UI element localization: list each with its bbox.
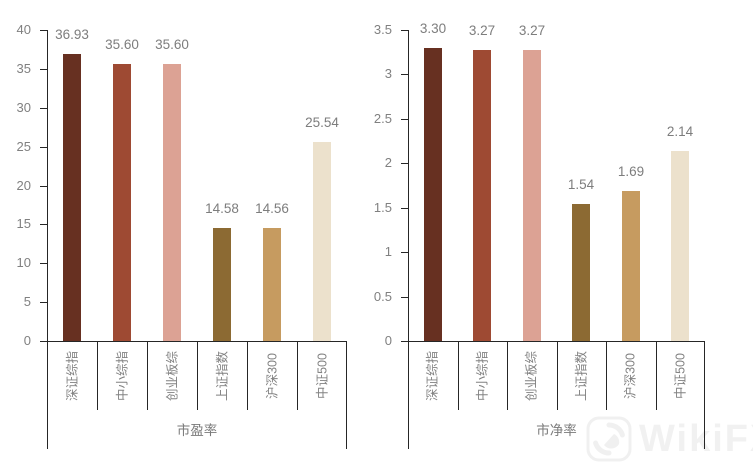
y-tick [40, 302, 47, 303]
bar-中小综指 [473, 50, 491, 341]
category-divider [656, 341, 657, 410]
category-divider [147, 341, 148, 410]
y-tick [401, 163, 408, 164]
category-divider [507, 341, 508, 410]
wikifx-watermark: WikiFX [586, 416, 753, 462]
y-tick [40, 147, 47, 148]
bar-value-label: 25.54 [305, 115, 339, 130]
axis-side-border [47, 341, 48, 449]
wikifx-logo-icon [586, 416, 632, 462]
y-tick [40, 108, 47, 109]
axis-side-border [408, 341, 409, 449]
wikifx-watermark-text: WikiFX [639, 418, 753, 460]
y-tick [401, 119, 408, 120]
bar-value-label: 3.30 [419, 21, 447, 36]
y-tick [401, 208, 408, 209]
y-axis-line [47, 30, 48, 342]
category-divider [197, 341, 198, 410]
y-tick [40, 69, 47, 70]
y-tick-label: 0.5 [373, 289, 392, 304]
y-tick-label: 1.5 [373, 200, 392, 215]
y-tick [401, 252, 408, 253]
y-tick-label: 15 [16, 216, 31, 231]
y-tick-label: 20 [16, 178, 31, 193]
category-label: 深证综指 [425, 350, 440, 401]
category-label: 上证指数 [574, 350, 589, 401]
bar-深证综指 [424, 48, 442, 341]
category-label: 沪深300 [623, 352, 638, 399]
y-tick-label: 5 [23, 294, 31, 309]
category-divider [247, 341, 248, 410]
bar-上证指数 [213, 228, 231, 341]
category-label: 创业板综 [524, 350, 539, 401]
bar-上证指数 [572, 204, 590, 341]
bar-value-label: 2.14 [666, 124, 694, 139]
y-tick [401, 341, 408, 342]
category-label: 深证综指 [65, 350, 80, 401]
y-tick-label: 3.5 [373, 22, 392, 37]
y-tick-label: 2.5 [373, 111, 392, 126]
bar-沪深300 [622, 191, 640, 341]
bar-value-label: 36.93 [55, 27, 89, 42]
y-tick [401, 297, 408, 298]
bar-value-label: 1.69 [617, 164, 645, 179]
axis-side-border [704, 341, 705, 449]
bar-创业板综 [523, 50, 541, 341]
category-divider [557, 341, 558, 410]
bar-value-label: 14.56 [255, 201, 289, 216]
bar-value-label: 3.27 [518, 23, 546, 38]
y-tick [40, 30, 47, 31]
axis-group-label: 市盈率 [176, 423, 218, 438]
bar-value-label: 1.54 [567, 177, 595, 192]
bar-创业板综 [163, 64, 181, 341]
y-tick-label: 35 [16, 61, 31, 76]
y-tick [401, 30, 408, 31]
y-tick [40, 224, 47, 225]
y-tick-label: 10 [16, 255, 31, 270]
x-axis-line [408, 341, 705, 342]
category-label: 上证指数 [215, 350, 230, 401]
y-tick [40, 263, 47, 264]
bar-中证500 [313, 142, 331, 341]
category-divider [606, 341, 607, 410]
y-tick [40, 186, 47, 187]
category-label: 中小综指 [115, 350, 130, 401]
axis-group-label: 市净率 [536, 423, 577, 438]
y-tick-label: 3 [384, 66, 392, 81]
y-tick-label: 0 [384, 333, 392, 348]
category-label: 中证500 [315, 352, 330, 399]
bar-中证500 [671, 151, 689, 341]
bar-value-label: 3.27 [468, 23, 496, 38]
y-tick [401, 74, 408, 75]
y-axis-line [408, 30, 409, 342]
y-tick-label: 40 [16, 22, 31, 37]
category-label: 创业板综 [165, 350, 180, 401]
category-label: 中证500 [673, 352, 688, 399]
category-divider [97, 341, 98, 410]
axis-side-border [346, 341, 347, 449]
y-tick-label: 0 [23, 333, 31, 348]
bar-中小综指 [113, 64, 131, 341]
category-label: 中小综指 [475, 350, 490, 401]
category-divider [458, 341, 459, 410]
y-tick-label: 2 [384, 155, 392, 170]
category-divider [297, 341, 298, 410]
y-tick-label: 1 [384, 244, 392, 259]
y-tick [40, 341, 47, 342]
category-label: 沪深300 [265, 352, 280, 399]
bar-value-label: 35.60 [105, 37, 139, 52]
bar-value-label: 14.58 [205, 201, 239, 216]
y-tick-label: 25 [16, 139, 31, 154]
y-tick-label: 30 [16, 100, 31, 115]
bar-value-label: 35.60 [155, 37, 189, 52]
bar-深证综指 [63, 54, 81, 341]
bar-沪深300 [263, 228, 281, 341]
